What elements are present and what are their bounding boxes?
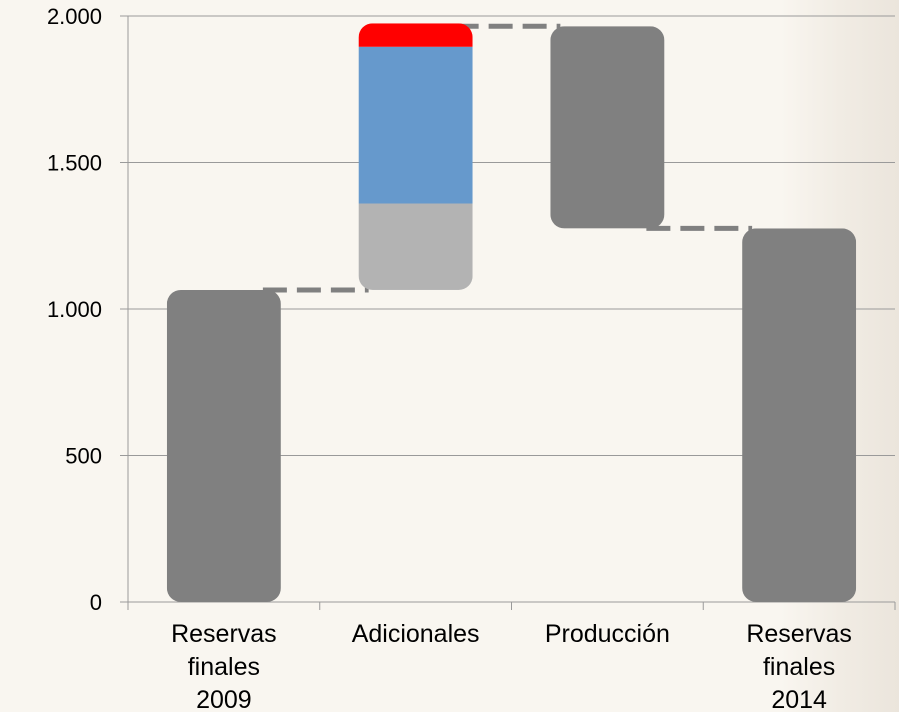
x-category-label-line: 2009: [196, 686, 252, 712]
bar-segment: [166, 289, 281, 602]
bar-segment: [550, 26, 665, 229]
x-category-label-line: finales: [763, 653, 835, 681]
x-category-label: Reservas finales 2014: [746, 620, 852, 712]
y-tick-label: 1.500: [47, 151, 102, 176]
x-category-label-line: Reservas: [171, 620, 277, 648]
y-tick-labels: 0 500 1.000 1.500 2.000: [47, 4, 102, 615]
bar-segment: [742, 228, 857, 603]
x-category-label-line: Producción: [545, 620, 670, 648]
x-category-labels: Reservas finales 2009 Adicionales Producción…: [171, 620, 852, 712]
bar-group: [166, 289, 281, 602]
bar-group: [550, 26, 665, 229]
x-category-label: Adicionales: [352, 620, 480, 648]
x-category-label-line: Reservas: [746, 620, 852, 648]
y-tick-label: 500: [65, 444, 102, 469]
connectors: [262, 23, 753, 293]
bars: [166, 23, 857, 603]
bar-group: [358, 23, 473, 290]
bar-segment: [358, 23, 473, 47]
x-category-label: Reservas finales 2009: [171, 620, 277, 712]
x-category-label: Producción: [545, 620, 670, 648]
bar-segment: [358, 46, 473, 204]
x-category-label-line: finales: [188, 653, 260, 681]
y-tick-label: 2.000: [47, 4, 102, 29]
x-category-label-line: Adicionales: [352, 620, 480, 648]
x-category-label-line: 2014: [771, 686, 827, 712]
y-tick-label: 1.000: [47, 297, 102, 322]
y-tick-label: 0: [90, 590, 102, 615]
bar-group: [742, 228, 857, 603]
bar-segment: [358, 203, 473, 290]
